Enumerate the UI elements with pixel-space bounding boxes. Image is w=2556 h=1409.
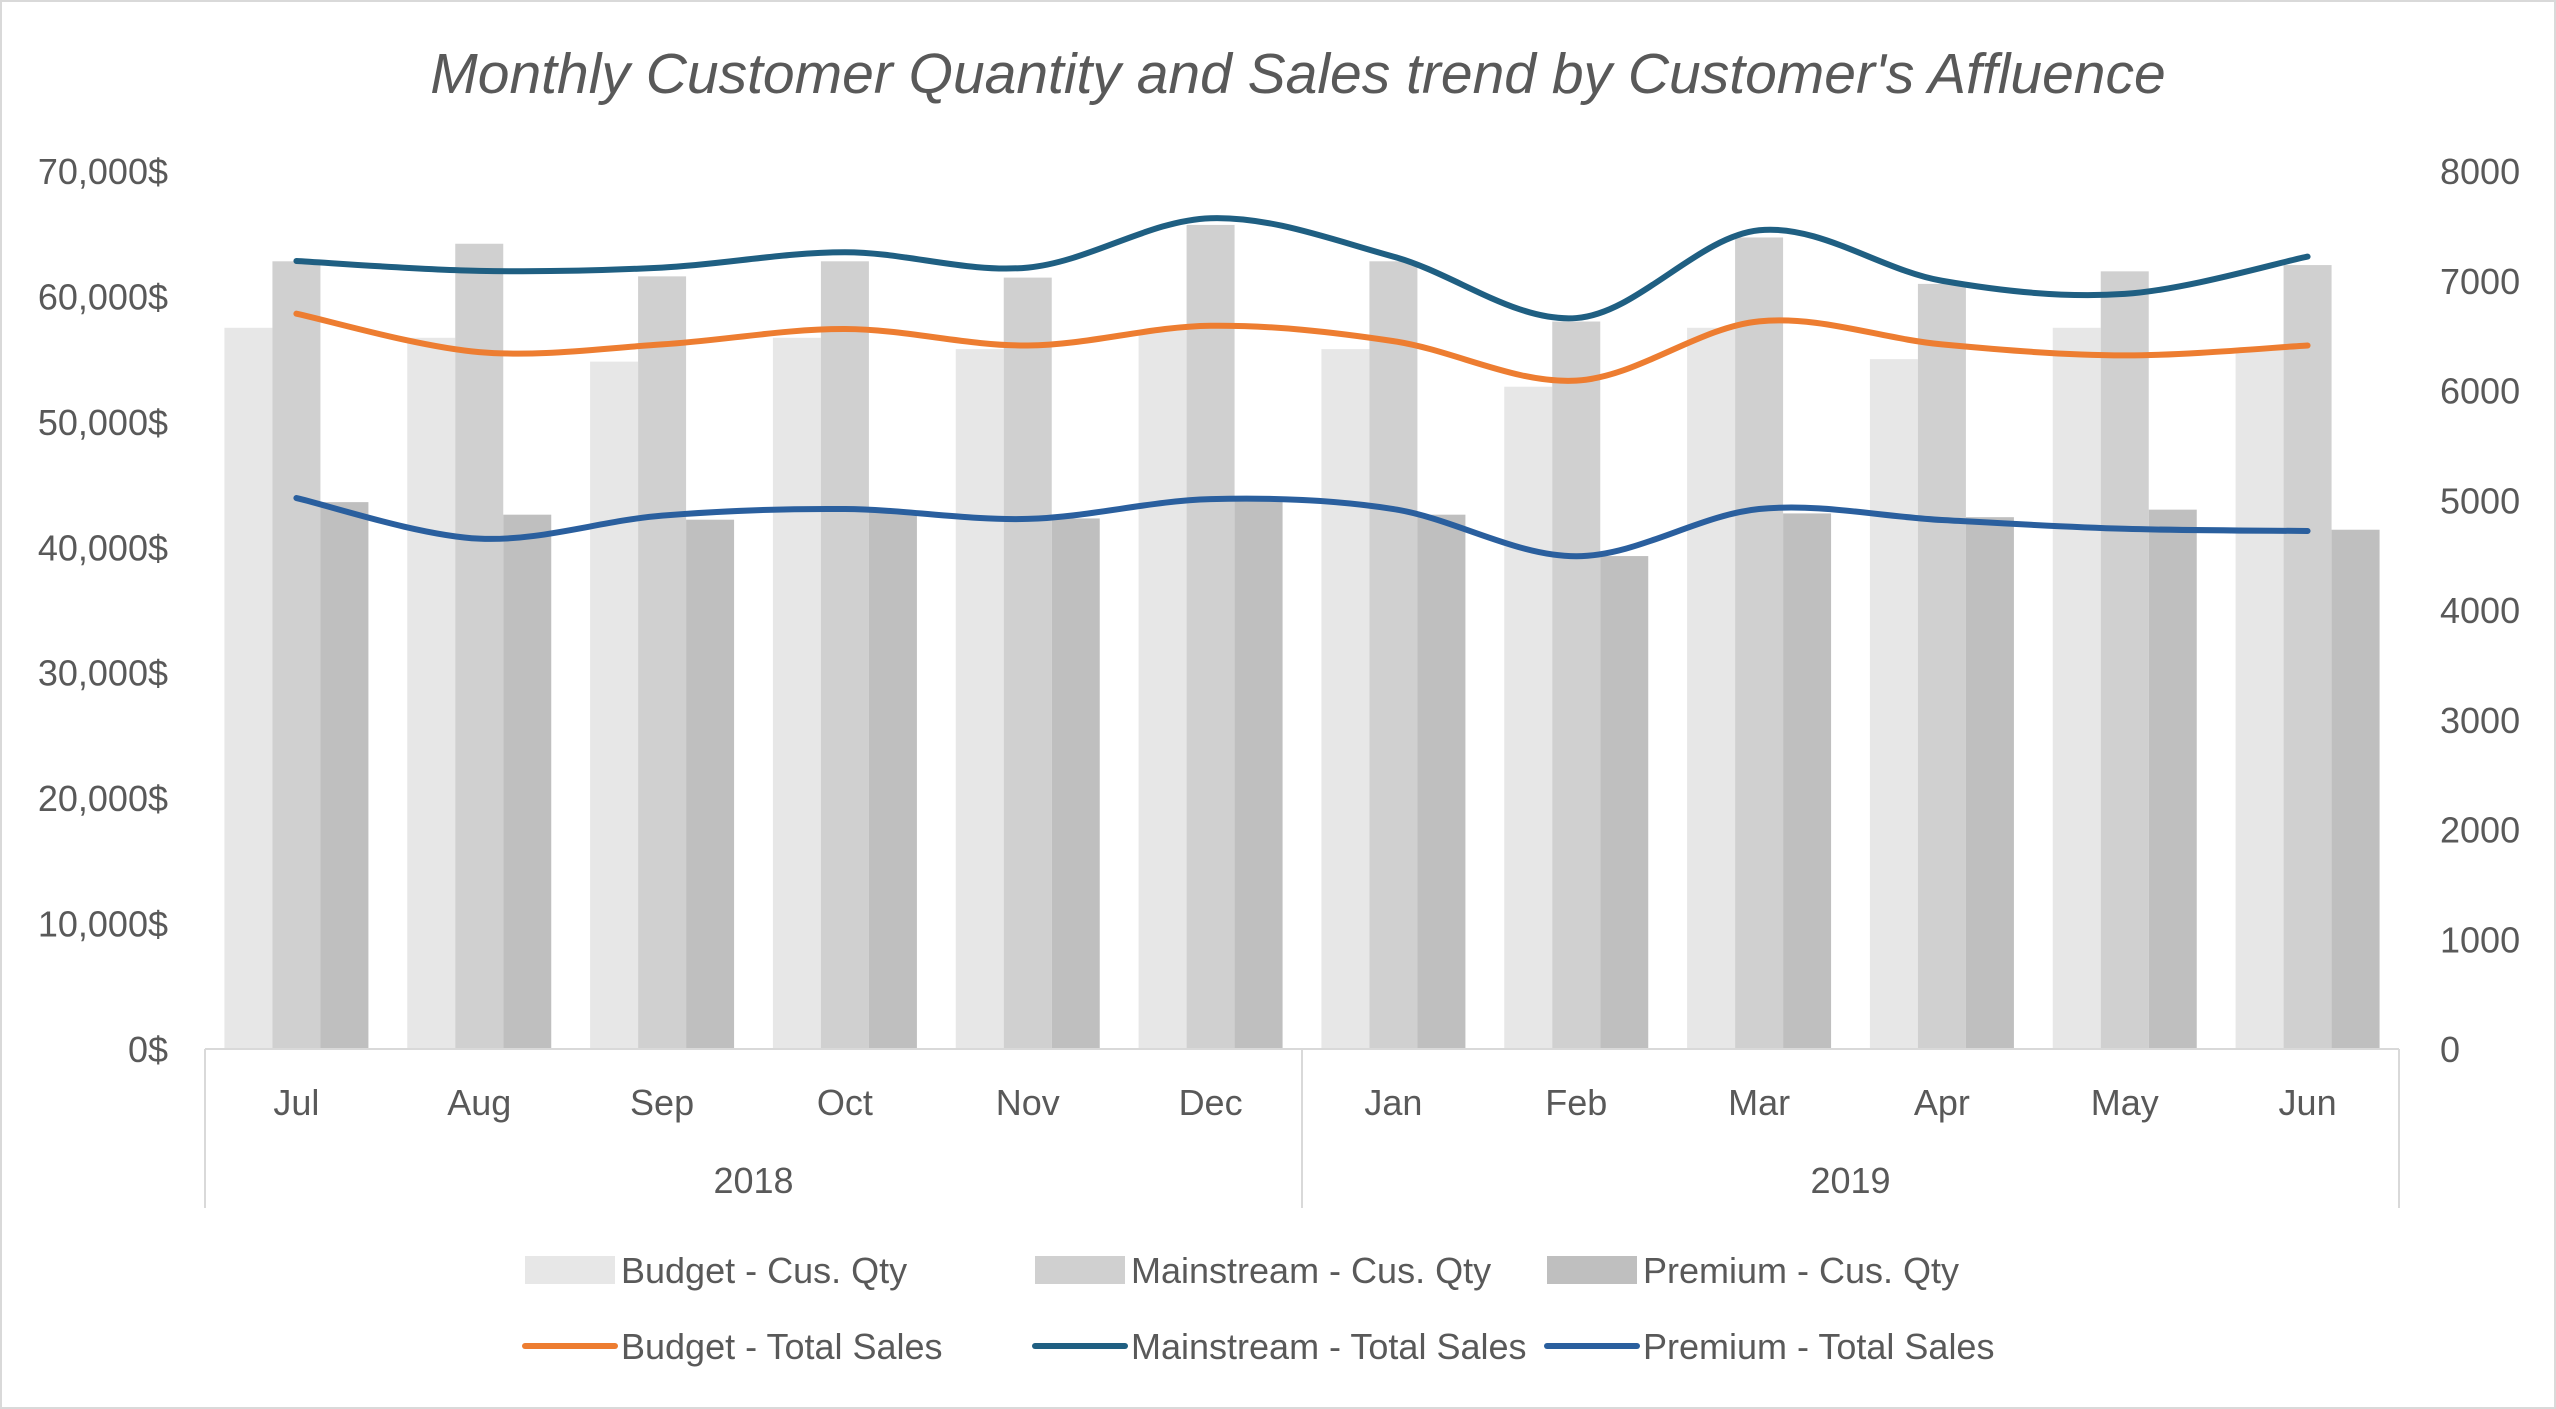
left-axis-tick-label: 60,000$ (38, 276, 168, 317)
bar (272, 261, 321, 1049)
right-axis-tick-label: 5000 (2440, 480, 2520, 521)
x-axis: Jul Aug Sep Oct Nov Dec Jan Feb Mar Apr May Jun 2018… (204, 1048, 2400, 1208)
bar (1504, 386, 1553, 1049)
left-axis-tick-label: 70,000$ (38, 151, 168, 192)
legend-label: Premium - Total Sales (1643, 1326, 1994, 1367)
x-tick-label: Oct (817, 1082, 873, 1123)
bar (2100, 271, 2149, 1049)
series-line (293, 215, 2311, 322)
chart-title: Monthly Customer Quantity and Sales tren… (430, 42, 2165, 106)
x-tick-label: Jan (1364, 1082, 1422, 1123)
x-tick-label: Jun (2279, 1082, 2337, 1123)
x-group-label: 2018 (713, 1160, 793, 1201)
bar (1417, 514, 1466, 1049)
bar (820, 261, 869, 1049)
legend-swatch (1035, 1256, 1125, 1284)
right-axis-tick-label: 4000 (2440, 590, 2520, 631)
bar (1234, 500, 1283, 1049)
right-axis-tick-label: 7000 (2440, 261, 2520, 302)
bar (868, 510, 917, 1049)
legend-label: Budget - Cus. Qty (621, 1250, 907, 1291)
bar (1321, 349, 1370, 1049)
series-line (293, 495, 2311, 560)
line-series (293, 215, 2311, 560)
x-group-label: 2019 (1810, 1160, 1890, 1201)
bar (1783, 513, 1832, 1049)
x-tick-label: Dec (1179, 1082, 1243, 1123)
left-axis-tick-label: 40,000$ (38, 527, 168, 568)
bar (1369, 261, 1418, 1049)
legend: Budget - Cus. Qty Mainstream - Cus. Qty Pr… (522, 1250, 1994, 1367)
bar (638, 276, 687, 1049)
x-tick-label: Jul (273, 1082, 319, 1123)
legend-label: Budget - Total Sales (621, 1326, 943, 1367)
left-axis: 0$ 10,000$ 20,000$ 30,000$ 40,000$ 50,000$ 60,… (38, 151, 168, 1070)
left-axis-tick-label: 0$ (128, 1029, 168, 1070)
bar (955, 349, 1004, 1049)
bar (1687, 327, 1736, 1049)
bar (1186, 224, 1235, 1050)
right-axis-tick-label: 6000 (2440, 371, 2520, 412)
right-axis-tick-label: 1000 (2440, 919, 2520, 960)
bar (2148, 509, 2197, 1050)
left-axis-tick-label: 50,000$ (38, 402, 168, 443)
bar (1552, 321, 1601, 1049)
right-axis-tick-label: 8000 (2440, 151, 2520, 192)
right-axis-tick-label: 3000 (2440, 700, 2520, 741)
bar (1735, 237, 1784, 1049)
bar-series (224, 224, 2380, 1050)
right-axis-tick-label: 0 (2440, 1029, 2460, 1070)
bar (455, 243, 504, 1050)
x-tick-label: May (2091, 1082, 2159, 1123)
legend-swatch (525, 1256, 615, 1284)
bar (2331, 529, 2380, 1049)
legend-label: Mainstream - Cus. Qty (1131, 1250, 1491, 1291)
bar (320, 502, 369, 1049)
x-tick-label: Mar (1728, 1082, 1790, 1123)
right-axis: 0 1000 2000 3000 4000 5000 6000 7000 8000 (2440, 151, 2520, 1070)
legend-label: Mainstream - Total Sales (1131, 1326, 1527, 1367)
bar (2235, 349, 2284, 1049)
bar (772, 337, 821, 1049)
bar (1965, 517, 2014, 1049)
x-tick-label: Apr (1914, 1082, 1970, 1123)
bar (1600, 556, 1649, 1049)
bar (686, 519, 735, 1049)
bar (1003, 277, 1052, 1050)
bar (590, 361, 639, 1049)
bar (503, 514, 552, 1049)
bar (224, 327, 273, 1049)
bar (1869, 359, 1918, 1050)
series-line (293, 310, 2311, 384)
x-tick-label: Nov (996, 1082, 1060, 1123)
x-tick-label: Aug (447, 1082, 511, 1123)
left-axis-tick-label: 10,000$ (38, 904, 168, 945)
x-tick-label: Sep (630, 1082, 694, 1123)
bar (407, 337, 456, 1049)
right-axis-tick-label: 2000 (2440, 810, 2520, 851)
bar (2283, 265, 2332, 1050)
x-tick-label: Feb (1545, 1082, 1607, 1123)
bar (2052, 327, 2101, 1049)
left-axis-tick-label: 30,000$ (38, 653, 168, 694)
left-axis-tick-label: 20,000$ (38, 778, 168, 819)
bar (1138, 330, 1187, 1049)
legend-swatch (1547, 1256, 1637, 1284)
bar (1051, 518, 1100, 1049)
bar (1917, 283, 1966, 1049)
legend-label: Premium - Cus. Qty (1643, 1250, 1959, 1291)
